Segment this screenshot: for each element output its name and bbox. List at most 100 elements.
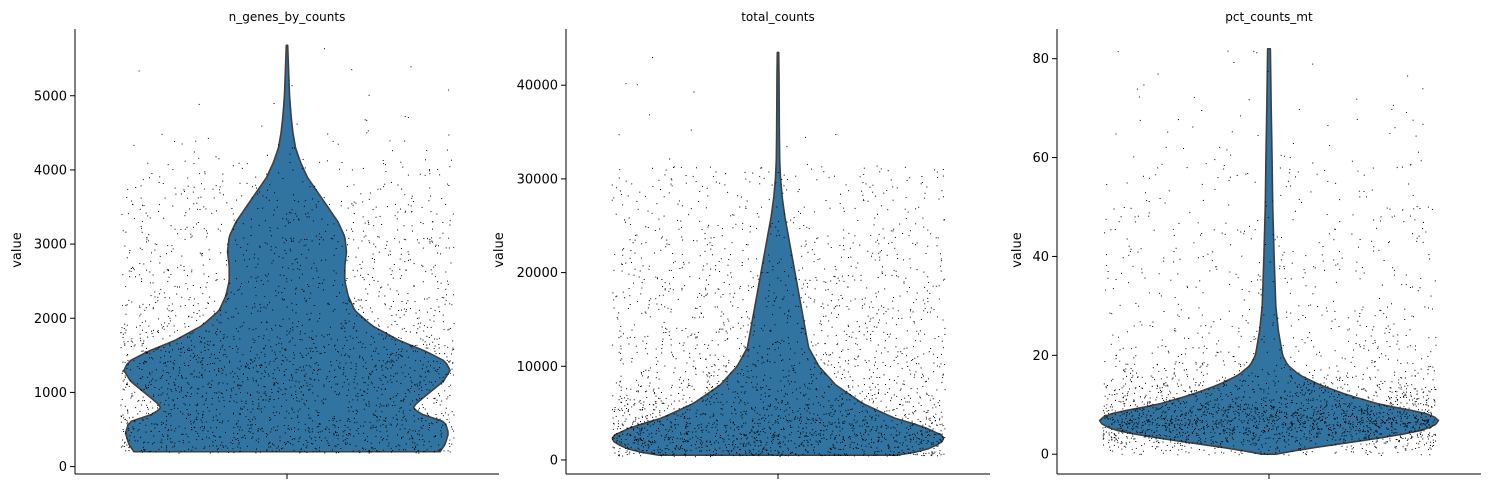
data-point <box>806 440 808 442</box>
data-point <box>362 277 364 278</box>
data-point <box>716 419 717 421</box>
data-point <box>799 445 800 447</box>
data-point <box>800 443 802 445</box>
data-point <box>188 326 190 327</box>
data-point <box>792 222 794 224</box>
data-point <box>270 246 272 248</box>
data-point <box>206 232 208 234</box>
data-point <box>792 367 794 369</box>
data-point <box>281 360 283 361</box>
data-point <box>346 229 348 231</box>
data-point <box>291 239 293 241</box>
data-point <box>308 414 310 416</box>
data-point <box>413 415 415 417</box>
data-point <box>238 378 240 380</box>
data-point <box>788 343 790 344</box>
data-point <box>414 408 416 410</box>
data-point <box>711 366 713 367</box>
data-point <box>412 201 414 202</box>
data-point <box>817 237 819 239</box>
data-point <box>909 438 911 440</box>
data-point <box>783 410 785 412</box>
data-point <box>395 395 397 397</box>
data-point <box>131 393 133 395</box>
data-point <box>177 398 178 399</box>
data-point <box>905 277 907 279</box>
data-point <box>184 190 185 192</box>
data-point <box>365 288 367 290</box>
data-point <box>770 330 772 332</box>
data-point <box>770 405 772 407</box>
data-point <box>373 243 375 245</box>
data-point <box>740 196 742 198</box>
data-point <box>340 354 342 356</box>
data-point <box>347 434 349 436</box>
data-point <box>383 186 385 188</box>
data-point <box>913 302 915 304</box>
data-point <box>767 453 769 454</box>
data-point <box>319 239 320 240</box>
data-point <box>247 379 249 381</box>
data-point <box>124 361 126 363</box>
data-point <box>166 269 168 271</box>
data-point <box>207 430 209 432</box>
data-point <box>835 269 837 271</box>
data-point <box>620 375 622 377</box>
data-point <box>942 438 944 440</box>
data-point <box>859 244 861 246</box>
data-point <box>861 190 862 192</box>
data-point <box>131 395 132 397</box>
data-point <box>636 439 637 440</box>
data-point <box>164 197 166 199</box>
data-point <box>370 426 372 428</box>
data-point <box>873 224 875 226</box>
data-point <box>650 443 652 445</box>
data-point <box>199 336 200 337</box>
data-point <box>739 448 740 450</box>
data-point <box>376 416 378 417</box>
data-point <box>868 393 869 394</box>
data-point <box>262 207 264 209</box>
data-point <box>180 305 182 307</box>
data-point <box>620 389 622 391</box>
data-point <box>870 333 872 335</box>
data-point <box>441 297 443 298</box>
data-point <box>838 362 840 364</box>
data-point <box>342 374 344 376</box>
data-point <box>188 441 190 443</box>
data-point <box>207 340 209 342</box>
data-point <box>304 423 306 425</box>
data-point <box>147 352 148 354</box>
data-point <box>252 361 254 363</box>
data-point <box>734 446 736 448</box>
data-point <box>393 375 395 377</box>
data-point <box>359 355 361 357</box>
data-point <box>258 403 260 405</box>
data-point <box>305 301 307 303</box>
data-point <box>919 442 921 444</box>
data-point <box>403 314 405 316</box>
data-point <box>839 305 841 307</box>
data-point <box>328 381 330 382</box>
data-point <box>409 259 411 261</box>
data-point <box>622 455 624 457</box>
data-point <box>909 230 911 232</box>
data-point <box>316 362 318 364</box>
data-point <box>434 264 436 266</box>
data-point <box>294 385 296 387</box>
data-point <box>260 408 262 410</box>
data-point <box>199 209 201 210</box>
data-point <box>346 379 348 380</box>
data-point <box>226 389 227 391</box>
data-point <box>368 378 370 380</box>
data-point <box>140 340 142 342</box>
data-point <box>647 227 649 228</box>
data-point <box>770 447 772 449</box>
data-point <box>269 230 271 232</box>
data-point <box>411 195 413 197</box>
data-point <box>776 399 778 401</box>
data-point <box>276 200 278 201</box>
data-point <box>123 417 125 419</box>
data-point <box>833 413 835 415</box>
data-point <box>823 406 825 408</box>
